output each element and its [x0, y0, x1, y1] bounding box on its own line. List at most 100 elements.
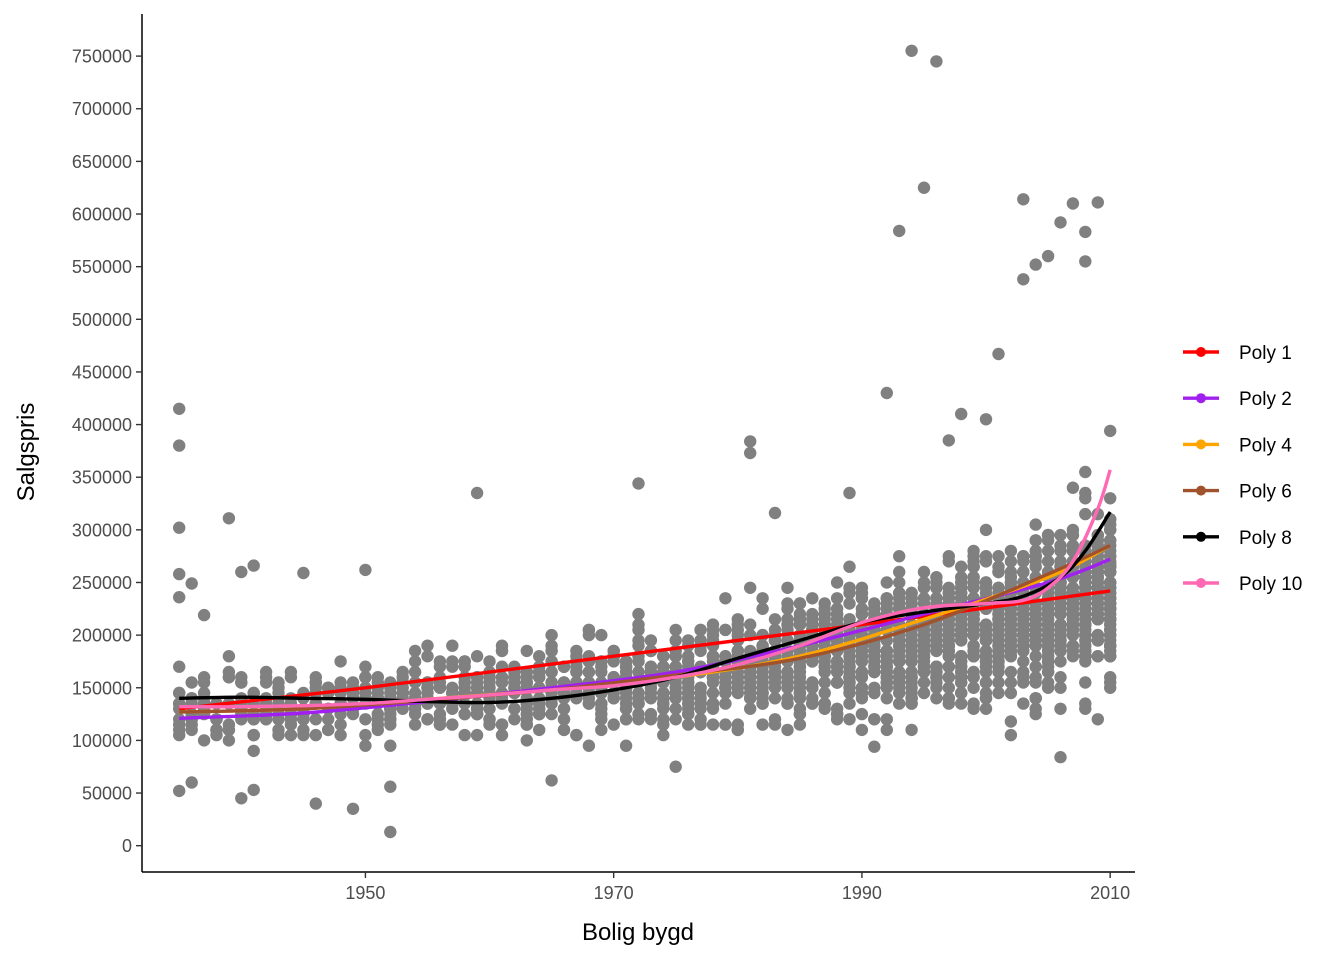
scatter-point: [979, 555, 993, 568]
scatter-point: [955, 650, 968, 663]
scatter-point: [359, 728, 372, 742]
scatter-point: [173, 402, 186, 415]
scatter-point: [967, 681, 980, 694]
scatter-point: [259, 676, 273, 689]
scatter-point: [197, 734, 211, 747]
scatter-point: [173, 439, 186, 452]
scatter-point: [719, 718, 732, 731]
scatter-point: [880, 576, 893, 589]
scatter-point: [905, 44, 918, 57]
scatter-point: [967, 702, 980, 715]
scatter-point: [930, 581, 943, 594]
scatter-point: [731, 644, 744, 658]
scatter-point: [744, 692, 757, 705]
scatter-point: [893, 697, 906, 710]
scatter-point: [1017, 273, 1030, 286]
scatter-point: [806, 607, 819, 621]
x-tick-label: 1990: [842, 883, 882, 903]
scatter-point: [1104, 634, 1117, 647]
scatter-point: [1091, 196, 1105, 209]
scatter-point: [309, 676, 322, 689]
scatter-point: [1079, 492, 1092, 505]
scatter-point: [1004, 555, 1018, 568]
scatter-point: [408, 655, 422, 668]
scatter-point: [880, 676, 893, 689]
series-line-poly-6: [179, 544, 1111, 714]
scatter-point: [682, 718, 695, 731]
scatter-point: [446, 655, 459, 668]
scatter-point: [1054, 751, 1067, 764]
scatter-point: [855, 707, 869, 721]
scatter-point: [992, 565, 1005, 579]
scatter-point: [384, 739, 397, 752]
scatter-point: [880, 592, 893, 605]
scatter-point: [384, 713, 397, 726]
scatter-point: [868, 686, 881, 700]
y-tick-label: 700000: [72, 99, 132, 119]
scatter-point: [309, 797, 322, 810]
scatter-point: [706, 686, 720, 700]
scatter-point: [806, 655, 819, 668]
scatter-point: [1054, 618, 1067, 631]
scatter-point: [942, 592, 955, 605]
scatter-point: [334, 718, 347, 731]
scatter-point: [1004, 665, 1018, 679]
scatter-point: [483, 713, 496, 726]
scatter-point: [731, 623, 744, 637]
scatter-point: [793, 681, 807, 694]
scatter-point: [359, 563, 372, 577]
scatter-point: [1004, 728, 1018, 742]
scatter-point: [930, 571, 943, 584]
scatter-point: [644, 707, 658, 721]
legend-key-point: [1196, 439, 1206, 450]
scatter-point: [1041, 544, 1055, 558]
scatter-point: [359, 713, 372, 726]
scatter-point: [706, 618, 720, 631]
scatter-point: [1079, 255, 1092, 268]
scatter-point: [806, 681, 819, 694]
scatter-point: [1079, 650, 1092, 663]
scatter-point: [682, 707, 695, 721]
scatter-point: [570, 660, 583, 673]
scatter-point: [855, 723, 869, 737]
scatter-point: [334, 728, 347, 742]
scatter-point: [470, 486, 484, 500]
scatter-point: [955, 697, 968, 710]
scatter-point: [905, 592, 918, 605]
legend-item: Poly 4: [1183, 435, 1292, 456]
scatter-point: [768, 692, 782, 705]
scatter-point: [818, 660, 831, 673]
scatter-point: [173, 660, 186, 673]
scatter-point: [992, 676, 1005, 689]
scatter-point: [210, 723, 223, 737]
scatter-point: [893, 586, 906, 600]
scatter-point: [1029, 634, 1042, 647]
scatter-point: [682, 686, 695, 700]
y-tick-label: 300000: [72, 520, 132, 540]
scatter-point: [619, 692, 633, 705]
scatter-point: [793, 718, 807, 731]
x-tick-label: 1950: [345, 883, 385, 903]
scatter-point: [1041, 676, 1055, 689]
scatter-point: [1104, 424, 1117, 438]
scatter-point: [706, 697, 720, 710]
legend-item: Poly 2: [1183, 389, 1292, 410]
scatter-point: [1054, 628, 1067, 642]
scatter-point: [942, 634, 955, 647]
scatter-point: [371, 707, 384, 721]
legend-item: Poly 8: [1183, 528, 1292, 549]
scatter-point: [793, 613, 807, 626]
scatter-point: [595, 628, 608, 642]
scatter-point: [1017, 565, 1030, 579]
scatter-point: [222, 718, 236, 731]
scatter-point: [1004, 613, 1018, 626]
scatter-point: [1041, 555, 1055, 568]
scatter-point: [470, 728, 484, 742]
scatter-point: [1041, 655, 1055, 668]
scatter-point: [694, 697, 707, 710]
scatter-point: [1104, 492, 1117, 505]
scatter-point: [905, 628, 918, 642]
y-tick-label: 500000: [72, 310, 132, 330]
